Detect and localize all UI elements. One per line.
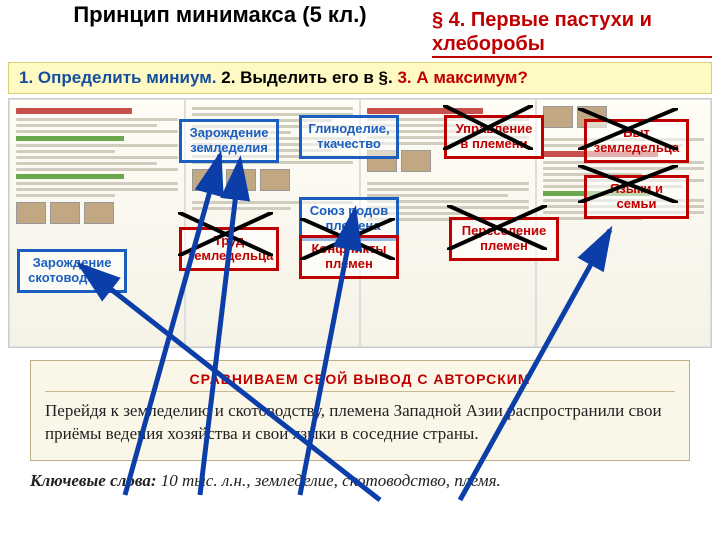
header: Принцип минимакса (5 кл.) § 4. Первые па… <box>0 0 720 62</box>
task-step-1: 1. Определить миниум. <box>19 68 217 87</box>
label-herding-birth: Зарождение скотоводства <box>17 249 127 293</box>
conclusion-body: Перейдя к земледелию и скотоводству, пле… <box>45 400 675 446</box>
page-title: Принцип минимакса (5 кл.) <box>8 2 432 27</box>
conclusion-title: СРАВНИВАЕМ СВОЙ ВЫВОД С АВТОРСКИМ <box>45 371 675 392</box>
label-agriculture-birth: Зарождение земледелия <box>179 119 279 163</box>
conclusion-box: СРАВНИВАЕМ СВОЙ ВЫВОД С АВТОРСКИМ Перейд… <box>30 360 690 461</box>
label-tribes-conflicts: Конфликты племен <box>299 235 399 279</box>
section-title: § 4. Первые пастухи и хлеборобы <box>432 2 712 58</box>
task-step-3: 3. А максимум? <box>397 68 527 87</box>
task-step-2: 2. Выделить его в §. <box>221 68 392 87</box>
keywords-label: Ключевые слова: <box>30 471 157 490</box>
textbook-spread: Зарождение земледелия Глиноделие, ткачес… <box>8 98 712 348</box>
label-farmer-life: Быт земледельца <box>584 119 689 163</box>
label-tribes-migration: Переселение племен <box>449 217 559 261</box>
task-bar: 1. Определить миниум. 2. Выделить его в … <box>8 62 712 94</box>
keywords-text: 10 тыс. л.н., земледелие, скотоводство, … <box>161 471 501 490</box>
label-tribe-management: Управление в племени <box>444 115 544 159</box>
label-languages-families: Языки и семьи <box>584 175 689 219</box>
label-pottery-weaving: Глиноделие, ткачество <box>299 115 399 159</box>
keywords-line: Ключевые слова: 10 тыс. л.н., земледелие… <box>30 471 690 491</box>
label-farmer-work: Труд земледельца <box>179 227 279 271</box>
page-1 <box>9 99 185 347</box>
